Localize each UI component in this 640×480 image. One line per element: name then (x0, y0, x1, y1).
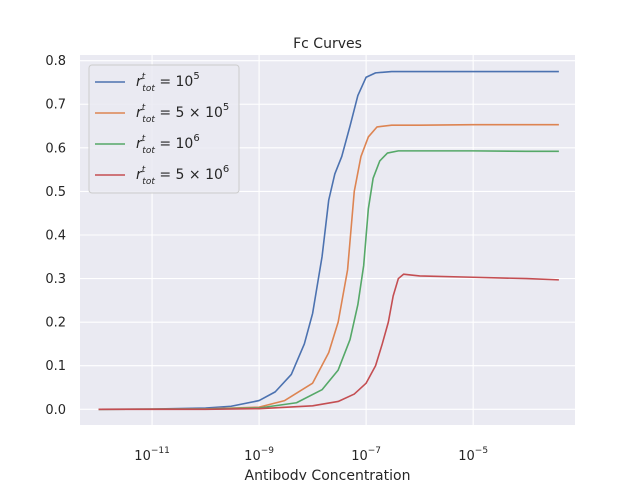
series-line-1 (98, 70, 559, 411)
legend-entry: rt tot = 5 × 106 (136, 164, 229, 187)
x-axis-label: Antibody Concentration (245, 468, 411, 480)
x-tick-exponent: −11 (151, 446, 170, 456)
y-tick-label: 0.7 (45, 98, 66, 113)
series-line-4 (98, 273, 559, 411)
y-tick-label: 0.5 (45, 185, 66, 200)
y-tick-label: 0.4 (45, 228, 66, 243)
x-tick-exponent: −7 (368, 446, 381, 456)
y-axis-ticks: 0.0 0.1 0.2 0.3 0.4 0.5 0.6 0.7 0.8 (45, 54, 66, 418)
legend-frame (88, 64, 240, 194)
legend-entry: rt tot = 106 (136, 133, 200, 156)
x-tick-exponent: −9 (261, 446, 275, 456)
chart-title: Fc Curves (293, 36, 362, 52)
x-tick-label: 10−5 (458, 446, 488, 464)
x-tick-mantissa: 10 (134, 449, 151, 464)
y-tick-label: 0.0 (45, 403, 66, 418)
y-tick-label: 0.3 (45, 272, 66, 287)
y-tick-label: 0.8 (45, 54, 66, 69)
series-line-3 (98, 150, 559, 411)
y-tick-label: 0.1 (45, 359, 66, 374)
x-tick-label: 10−11 (134, 446, 170, 464)
x-tick-exponent: −5 (475, 446, 488, 456)
series-line-2 (98, 123, 559, 411)
x-tick-mantissa: 10 (458, 449, 475, 464)
legend: rt tot = 105 rt tot = 5 × 105 rt tot = 106 rt t… (88, 64, 240, 194)
x-tick-mantissa: 10 (244, 449, 261, 464)
x-tick-label: 10−9 (244, 446, 274, 464)
legend-entry: rt tot = 105 (136, 71, 200, 94)
series-layer (98, 70, 559, 411)
x-axis-ticks: 10−11 10−9 10−7 10−5 (134, 446, 488, 464)
y-tick-label: 0.6 (45, 141, 66, 156)
x-tick-label: 10−7 (351, 446, 381, 464)
legend-entry: rt tot = 5 × 105 (136, 102, 229, 125)
x-tick-mantissa: 10 (351, 449, 368, 464)
y-tick-label: 0.2 (45, 316, 66, 331)
